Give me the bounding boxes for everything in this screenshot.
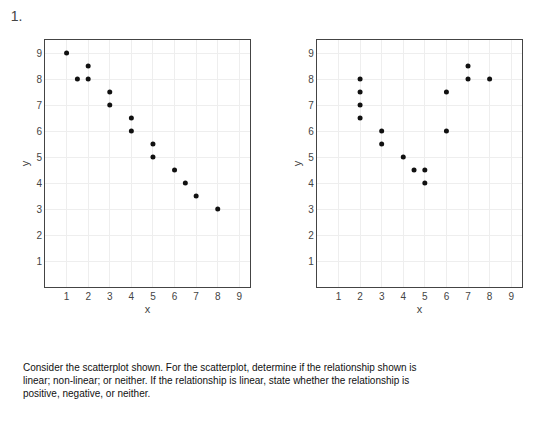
- svg-text:5: 5: [150, 291, 156, 302]
- svg-text:3: 3: [36, 204, 42, 215]
- svg-text:7: 7: [36, 100, 42, 111]
- svg-text:3: 3: [107, 291, 113, 302]
- svg-text:1: 1: [64, 291, 70, 302]
- svg-text:9: 9: [308, 48, 314, 59]
- svg-text:8: 8: [215, 291, 221, 302]
- svg-text:1.: 1.: [11, 8, 23, 24]
- svg-text:1: 1: [336, 291, 342, 302]
- svg-text:y: y: [19, 160, 31, 166]
- svg-text:4: 4: [129, 291, 135, 302]
- svg-text:5: 5: [36, 152, 42, 163]
- svg-text:7: 7: [193, 291, 199, 302]
- svg-text:9: 9: [508, 291, 514, 302]
- svg-text:6: 6: [172, 291, 178, 302]
- svg-text:8: 8: [308, 74, 314, 85]
- svg-text:5: 5: [422, 291, 428, 302]
- svg-text:7: 7: [465, 291, 471, 302]
- svg-text:1: 1: [308, 256, 314, 267]
- svg-text:6: 6: [36, 126, 42, 137]
- svg-text:2: 2: [308, 230, 314, 241]
- svg-text:x: x: [417, 303, 423, 315]
- svg-text:4: 4: [36, 178, 42, 189]
- svg-text:1: 1: [36, 256, 42, 267]
- svg-text:9: 9: [237, 291, 243, 302]
- svg-text:6: 6: [444, 291, 450, 302]
- svg-text:Consider the scatterplot shown: Consider the scatterplot shown. For the …: [23, 362, 417, 399]
- svg-text:7: 7: [308, 100, 314, 111]
- svg-text:6: 6: [308, 126, 314, 137]
- svg-text:2: 2: [357, 291, 363, 302]
- svg-text:4: 4: [308, 178, 314, 189]
- svg-text:y: y: [291, 160, 303, 166]
- svg-text:9: 9: [36, 48, 42, 59]
- svg-text:2: 2: [85, 291, 91, 302]
- svg-text:5: 5: [308, 152, 314, 163]
- svg-text:x: x: [145, 303, 151, 315]
- svg-text:4: 4: [400, 291, 406, 302]
- svg-text:8: 8: [487, 291, 493, 302]
- svg-text:3: 3: [308, 204, 314, 215]
- svg-text:2: 2: [36, 230, 42, 241]
- svg-text:8: 8: [36, 74, 42, 85]
- svg-text:3: 3: [379, 291, 385, 302]
